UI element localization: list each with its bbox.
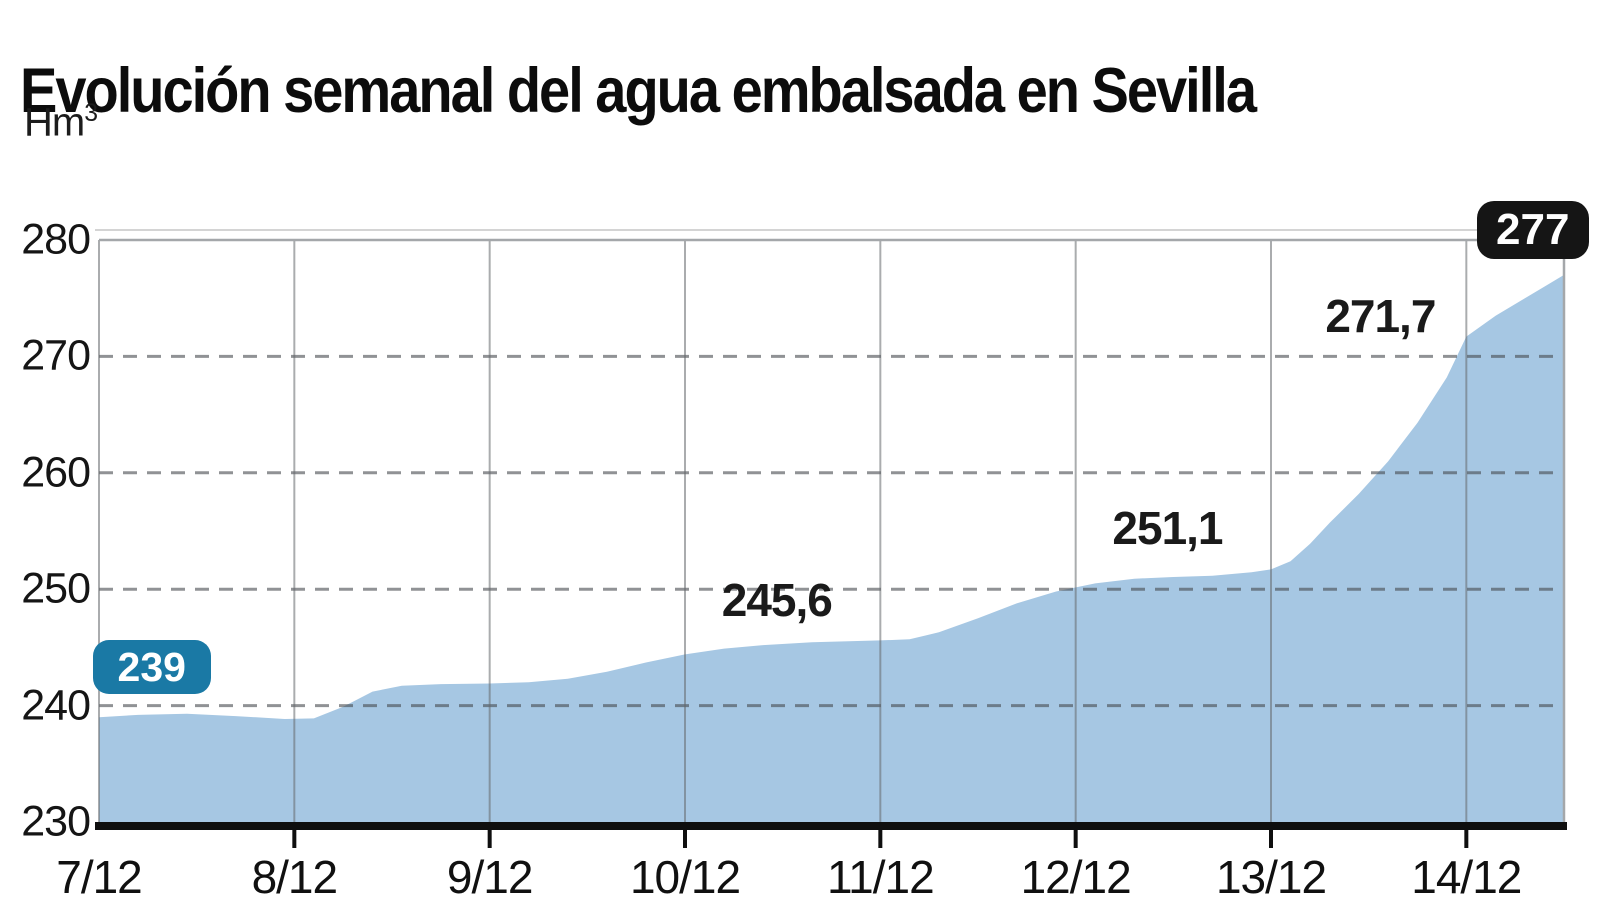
- x-tick-label-13/12: 13/12: [1215, 851, 1327, 900]
- x-tick-label-12/12: 12/12: [1020, 851, 1132, 900]
- x-tick-label-9/12: 9/12: [446, 851, 534, 900]
- area-series-fill: [99, 274, 1564, 822]
- y-tick-label-260: 260: [21, 448, 91, 497]
- y-tick-label-270: 270: [21, 331, 91, 380]
- x-tick-label-7/12: 7/12: [56, 851, 143, 900]
- y-tick-label-280: 280: [21, 215, 91, 264]
- x-axis-tick-13/12: [1269, 830, 1273, 848]
- start-value-badge: 239: [92, 640, 211, 695]
- x-axis-tick-10/12: [683, 830, 687, 848]
- x-tick-label-14/12: 14/12: [1411, 851, 1522, 900]
- x-axis-tick-12/12: [1073, 830, 1078, 848]
- y-tick-label-240: 240: [21, 681, 91, 730]
- unit-base: Hm: [24, 100, 85, 145]
- value-label-251,1: 251,1: [1112, 501, 1223, 554]
- x-tick-label-10/12: 10/12: [629, 851, 741, 900]
- x-tick-label-8/12: 8/12: [251, 851, 339, 900]
- unit-exponent: 3: [84, 100, 98, 127]
- y-tick-label-230: 230: [21, 797, 91, 846]
- x-axis-tick-8/12: [292, 830, 297, 848]
- y-axis-unit-label: Hm3: [24, 100, 98, 145]
- x-axis-tick-11/12: [878, 830, 883, 848]
- x-axis-tick-9/12: [487, 830, 492, 848]
- x-axis-tick-14/12: [1464, 830, 1469, 848]
- x-axis-line: [95, 822, 1567, 830]
- value-label-245,6: 245,6: [721, 573, 833, 626]
- y-tick-label-250: 250: [21, 564, 91, 613]
- end-value-badge: 277: [1476, 200, 1589, 259]
- value-label-271,7: 271,7: [1325, 289, 1436, 342]
- x-tick-label-11/12: 11/12: [826, 851, 935, 900]
- chart-title: Evolución semanal del agua embalsada en …: [20, 54, 1257, 126]
